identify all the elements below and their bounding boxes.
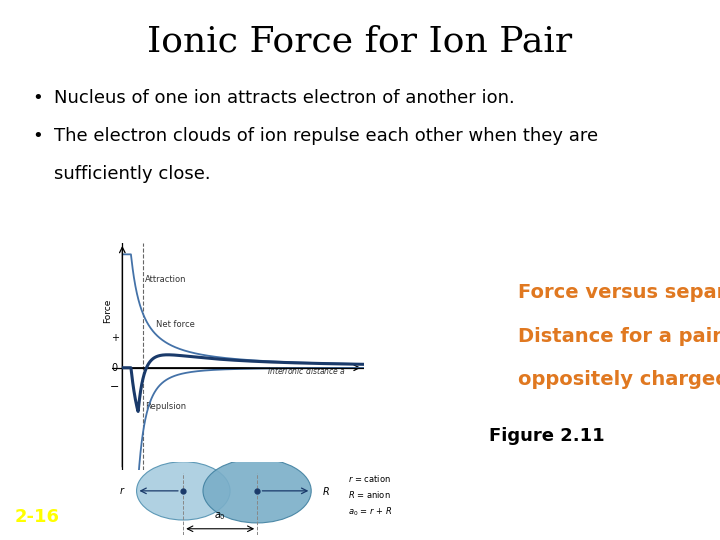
Text: −: −: [110, 382, 120, 393]
Text: Net force: Net force: [156, 320, 195, 329]
Text: $R$ = anion: $R$ = anion: [348, 489, 391, 501]
Text: Interionic distance $a$: Interionic distance $a$: [267, 365, 346, 376]
Ellipse shape: [203, 459, 311, 523]
Text: Force: Force: [104, 299, 112, 323]
Text: Force versus separation: Force versus separation: [518, 284, 720, 302]
Text: +: +: [111, 333, 119, 342]
Text: Distance for a pair of: Distance for a pair of: [518, 327, 720, 346]
Text: sufficiently close.: sufficiently close.: [54, 165, 211, 183]
Text: •: •: [32, 127, 43, 145]
Text: $a_0$: $a_0$: [215, 510, 226, 522]
Text: Repulsion: Repulsion: [145, 402, 186, 410]
Text: The electron clouds of ion repulse each other when they are: The electron clouds of ion repulse each …: [54, 127, 598, 145]
Text: Attraction: Attraction: [145, 274, 187, 284]
Ellipse shape: [137, 462, 230, 520]
Text: Ionic Force for Ion Pair: Ionic Force for Ion Pair: [148, 24, 572, 58]
Text: $r$ = cation: $r$ = cation: [348, 474, 391, 484]
Text: $a_0$ = $r$ + $R$: $a_0$ = $r$ + $R$: [348, 505, 392, 518]
Text: 2-16: 2-16: [14, 509, 59, 526]
Text: $r$: $r$: [119, 485, 125, 496]
Text: Nucleus of one ion attracts electron of another ion.: Nucleus of one ion attracts electron of …: [54, 89, 515, 107]
Text: •: •: [32, 89, 43, 107]
Text: $R$: $R$: [322, 485, 330, 497]
Text: oppositely charged ions: oppositely charged ions: [518, 370, 720, 389]
Text: Figure 2.11: Figure 2.11: [490, 427, 605, 444]
Text: 0: 0: [112, 363, 118, 373]
